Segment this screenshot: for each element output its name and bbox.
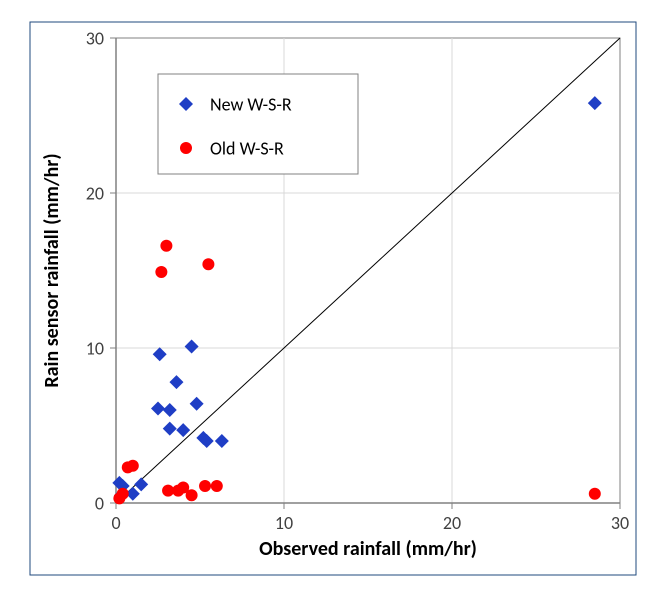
y-tick-label: 20	[86, 182, 104, 204]
x-tick-label: 30	[611, 512, 629, 534]
legend-label: Old W-S-R	[210, 137, 284, 159]
x-tick-label: 10	[275, 512, 293, 534]
x-tick-label: 20	[443, 512, 461, 534]
scatter-chart: 0 10 20 30 0 10 20 30 Observed rainfall (mm/hr) R…	[0, 0, 666, 603]
legend-label: New W-S-R	[210, 93, 292, 115]
y-tick-label: 0	[95, 492, 104, 514]
y-tick-label: 10	[86, 337, 104, 359]
data-marker	[211, 480, 223, 492]
data-marker	[186, 489, 198, 501]
data-marker	[160, 240, 172, 252]
y-axis-label: Rain sensor rainfall (mm/hr)	[40, 153, 64, 387]
y-tick-label: 30	[86, 27, 104, 49]
data-marker	[127, 460, 139, 472]
data-marker	[199, 480, 211, 492]
legend-marker	[180, 142, 192, 154]
x-axis-label: Observed rainfall (mm/hr)	[259, 537, 477, 561]
data-marker	[117, 488, 129, 500]
data-marker	[589, 488, 601, 500]
legend: New W-S-R Old W-S-R	[158, 74, 358, 174]
x-tick-label: 0	[111, 512, 120, 534]
data-marker	[155, 266, 167, 278]
data-marker	[202, 258, 214, 270]
